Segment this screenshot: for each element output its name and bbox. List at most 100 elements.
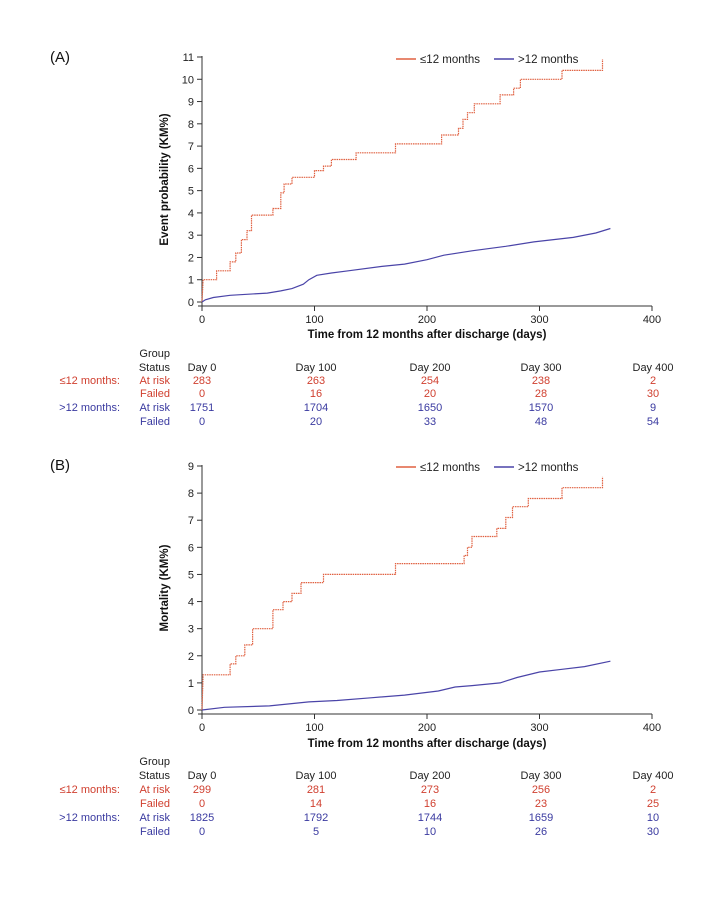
risk-table-cell: 0 (199, 798, 205, 810)
risk-table-cell: 5 (313, 826, 319, 838)
x-tick-label: 200 (418, 314, 436, 326)
risk-table-status-label: At risk (139, 375, 170, 387)
panel-label: (B) (50, 457, 70, 474)
risk-table-cell: 48 (535, 416, 547, 428)
risk-table-status-label: At risk (139, 812, 170, 824)
risk-table-cell: 1704 (304, 402, 328, 414)
risk-table-cell: 1659 (529, 812, 553, 824)
risk-table-cell: 1792 (304, 812, 328, 824)
risk-table-day-header: Day 300 (521, 362, 562, 374)
y-tick-label: 4 (188, 208, 194, 220)
risk-table-cell: 20 (424, 388, 436, 400)
y-axis-title: Mortality (KM%) (159, 544, 171, 631)
risk-table-day-header: Day 400 (633, 770, 674, 782)
risk-table-header-status: Status (139, 770, 171, 782)
risk-table-cell: 1650 (418, 402, 442, 414)
y-tick-label: 3 (188, 624, 194, 636)
risk-table-cell: 30 (647, 826, 659, 838)
y-tick-label: 3 (188, 230, 194, 242)
risk-table-cell: 9 (650, 402, 656, 414)
series-line-le12-months (201, 59, 604, 303)
x-axis-title: Time from 12 months after discharge (day… (308, 329, 547, 341)
risk-table-day-header: Day 100 (296, 362, 337, 374)
risk-table-status-label: At risk (139, 402, 170, 414)
x-tick-label: 100 (305, 722, 323, 734)
risk-table-cell: 273 (421, 784, 439, 796)
risk-table-cell: 20 (310, 416, 322, 428)
legend-label-le12: ≤12 months (420, 462, 480, 474)
y-tick-label: 5 (188, 186, 194, 198)
legend-label-le12: ≤12 months (420, 54, 480, 66)
y-tick-label: 9 (188, 97, 194, 109)
risk-table-day-header: Day 100 (296, 770, 337, 782)
y-tick-label: 8 (188, 119, 194, 131)
y-tick-label: 0 (188, 297, 194, 309)
series-line-le12-months (201, 476, 604, 711)
risk-table-day-header: Day 0 (188, 362, 217, 374)
x-tick-label: 100 (305, 314, 323, 326)
risk-table-cell: 1744 (418, 812, 442, 824)
y-tick-label: 2 (188, 651, 194, 663)
y-tick-label: 6 (188, 163, 194, 175)
y-tick-label: 9 (188, 461, 194, 473)
y-tick-label: 10 (182, 74, 194, 86)
risk-table-cell: 0 (199, 416, 205, 428)
risk-table-cell: 23 (535, 798, 547, 810)
y-tick-label: 2 (188, 252, 194, 264)
risk-table-group-label: >12 months: (59, 812, 120, 824)
risk-table-cell: 30 (647, 388, 659, 400)
y-tick-label: 7 (188, 515, 194, 527)
risk-table-status-label: Failed (140, 416, 170, 428)
risk-table-header-group: Group (139, 756, 170, 768)
risk-table-cell: 10 (424, 826, 436, 838)
legend-label-gt12: >12 months (518, 54, 579, 66)
risk-table-cell: 26 (535, 826, 547, 838)
risk-table-cell: 263 (307, 375, 325, 387)
series-line-gt12-months (201, 660, 611, 711)
risk-table-cell: 283 (193, 375, 211, 387)
y-tick-label: 7 (188, 141, 194, 153)
risk-table-cell: 256 (532, 784, 550, 796)
risk-table-group-label: ≤12 months: (60, 784, 120, 796)
risk-table-status-label: At risk (139, 784, 170, 796)
x-tick-label: 300 (530, 314, 548, 326)
legend-label-gt12: >12 months (518, 462, 579, 474)
x-tick-label: 300 (530, 722, 548, 734)
risk-table-group-label: ≤12 months: (60, 375, 120, 387)
risk-table-cell: 10 (647, 812, 659, 824)
risk-table-cell: 281 (307, 784, 325, 796)
risk-table-cell: 28 (535, 388, 547, 400)
risk-table-cell: 0 (199, 826, 205, 838)
risk-table-header-group: Group (139, 348, 170, 360)
risk-table-cell: 238 (532, 375, 550, 387)
risk-table-cell: 1570 (529, 402, 553, 414)
risk-table-day-header: Day 300 (521, 770, 562, 782)
x-tick-label: 400 (643, 314, 661, 326)
risk-table-status-label: Failed (140, 826, 170, 838)
risk-table-cell: 1751 (190, 402, 214, 414)
risk-table-cell: 0 (199, 388, 205, 400)
y-tick-label: 0 (188, 705, 194, 717)
y-tick-label: 4 (188, 597, 194, 609)
risk-table-cell: 25 (647, 798, 659, 810)
risk-table-day-header: Day 400 (633, 362, 674, 374)
x-axis-title: Time from 12 months after discharge (day… (308, 738, 547, 750)
risk-table-cell: 254 (421, 375, 439, 387)
risk-table-group-label: >12 months: (59, 402, 120, 414)
risk-table-cell: 1825 (190, 812, 214, 824)
risk-table-cell: 14 (310, 798, 322, 810)
risk-table-day-header: Day 200 (410, 770, 451, 782)
y-tick-label: 8 (188, 488, 194, 500)
y-tick-label: 1 (188, 678, 194, 690)
y-tick-label: 6 (188, 542, 194, 554)
x-tick-label: 200 (418, 722, 436, 734)
x-tick-label: 400 (643, 722, 661, 734)
x-tick-label: 0 (199, 314, 205, 326)
risk-table-day-header: Day 200 (410, 362, 451, 374)
panel-label: (A) (50, 49, 70, 66)
risk-table-day-header: Day 0 (188, 770, 217, 782)
y-tick-label: 1 (188, 275, 194, 287)
